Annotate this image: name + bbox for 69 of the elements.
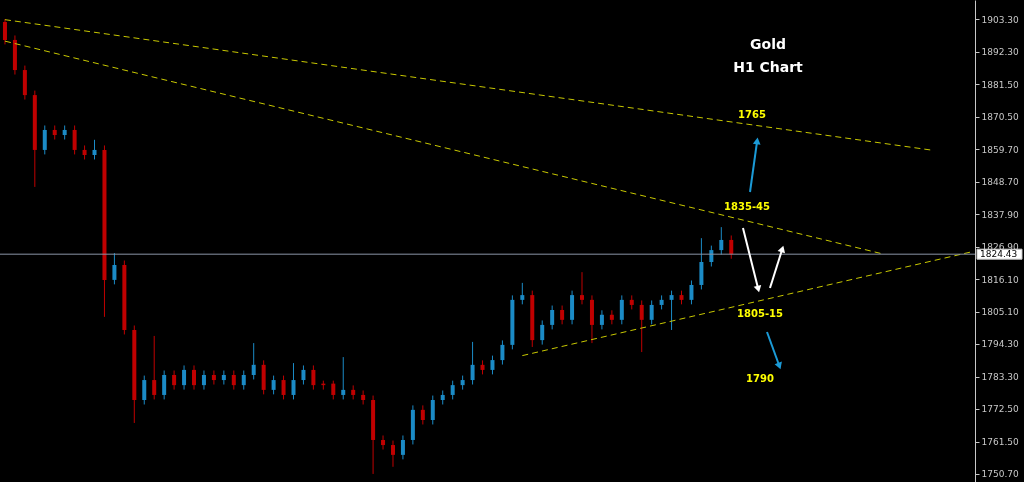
candlestick [619, 294, 624, 325]
candlestick [689, 280, 694, 305]
candlestick [72, 124, 77, 155]
candlestick [390, 440, 395, 468]
y-tick-label: 1870.50 [981, 112, 1019, 123]
candlestick [729, 234, 734, 260]
y-tick-label: 1903.30 [981, 14, 1019, 25]
candlestick [609, 309, 614, 325]
candlestick [271, 375, 276, 395]
candlestick [560, 305, 565, 325]
candlestick [331, 380, 336, 400]
text: H1 Chart [733, 59, 804, 75]
y-tick-label: 1783.30 [981, 372, 1019, 383]
candlestick [112, 252, 117, 285]
y-tick-label: 1859.70 [981, 144, 1019, 155]
annotation: 1805-15 [737, 308, 783, 319]
candlestick [281, 375, 286, 400]
candlestick [241, 370, 246, 391]
y-tick-label: 1761.50 [981, 437, 1019, 448]
candlestick [231, 370, 236, 391]
candlestick [142, 375, 147, 405]
candlestick [450, 380, 455, 400]
candlestick [639, 299, 644, 353]
candlestick [42, 124, 47, 155]
candlestick [500, 339, 505, 366]
y-tick-label: 1750.70 [981, 469, 1019, 480]
candlestick [192, 364, 197, 391]
candlestick [172, 370, 177, 391]
candlestick [341, 356, 346, 400]
y-tick-label: 1805.10 [981, 307, 1019, 318]
candlestick [92, 139, 97, 160]
candlestick [201, 370, 206, 391]
text: Gold [750, 36, 786, 52]
candlestick [291, 362, 296, 400]
candlestick [381, 435, 386, 451]
y-tick-label: 1772.50 [981, 404, 1019, 415]
candlestick [311, 364, 316, 391]
candlestick [649, 299, 654, 325]
candlestick [251, 342, 256, 380]
y-tick-label: 1837.90 [981, 209, 1019, 220]
candlestick [490, 355, 495, 375]
candlestick [430, 395, 435, 425]
candlestick [211, 370, 216, 386]
candlestick [301, 364, 306, 386]
candlestick [420, 404, 425, 425]
annotation: 1765 [738, 109, 766, 120]
y-tick-label: 1794.30 [981, 339, 1019, 350]
candlestick [580, 271, 585, 305]
annotation: 1790 [746, 373, 774, 384]
candlestick [470, 341, 475, 386]
candlestick [152, 335, 157, 400]
candlestick [719, 226, 724, 256]
candlestick [550, 305, 555, 330]
candlestick [599, 309, 604, 330]
candlestick [520, 282, 525, 305]
candlestick [162, 370, 167, 400]
y-tick-label: 1892.30 [981, 47, 1019, 58]
candlestick [400, 435, 405, 460]
candlestick [221, 370, 226, 386]
candlestick [361, 389, 366, 405]
candlestick [669, 290, 674, 331]
candlestick [2, 18, 7, 45]
y-tick-label: 1881.50 [981, 79, 1019, 90]
candlestick [540, 319, 545, 346]
candlestick [182, 364, 187, 391]
y-tick-label: 1848.70 [981, 177, 1019, 188]
annotation: 1835-45 [724, 201, 770, 212]
y-tick-label: 1816.10 [981, 274, 1019, 285]
candlestick [699, 237, 704, 290]
